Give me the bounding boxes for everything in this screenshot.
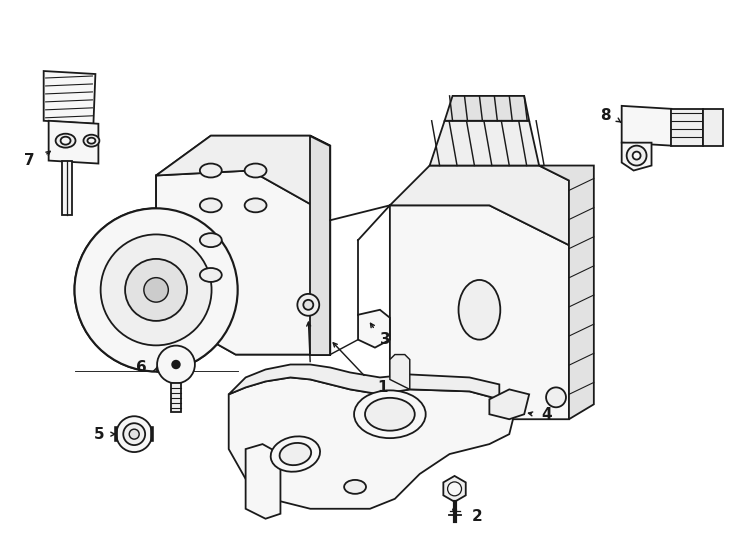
Circle shape [123, 423, 145, 445]
Polygon shape [390, 355, 410, 389]
Circle shape [303, 300, 313, 310]
Polygon shape [672, 109, 703, 146]
Polygon shape [390, 205, 569, 419]
Circle shape [448, 482, 462, 496]
Ellipse shape [271, 436, 320, 472]
Polygon shape [310, 136, 330, 355]
Circle shape [297, 294, 319, 316]
Text: 5: 5 [94, 427, 105, 442]
Ellipse shape [280, 443, 311, 465]
Polygon shape [229, 364, 499, 400]
Polygon shape [703, 109, 723, 146]
Polygon shape [246, 444, 280, 519]
Ellipse shape [244, 164, 266, 178]
Ellipse shape [84, 134, 99, 147]
Text: 2: 2 [472, 509, 483, 524]
Text: 7: 7 [24, 153, 35, 168]
Circle shape [157, 346, 195, 383]
Polygon shape [156, 136, 330, 215]
Text: 4: 4 [542, 407, 553, 422]
Polygon shape [156, 171, 330, 355]
Polygon shape [171, 383, 181, 412]
Ellipse shape [459, 280, 501, 340]
Ellipse shape [200, 233, 222, 247]
Ellipse shape [87, 138, 95, 144]
Text: 8: 8 [600, 109, 611, 123]
Circle shape [144, 278, 168, 302]
Ellipse shape [365, 398, 415, 431]
Polygon shape [445, 96, 529, 121]
Circle shape [75, 208, 238, 372]
Circle shape [627, 146, 647, 166]
Polygon shape [229, 377, 515, 509]
Circle shape [633, 152, 641, 160]
Polygon shape [310, 136, 330, 355]
Circle shape [172, 361, 180, 368]
Circle shape [125, 259, 187, 321]
Ellipse shape [56, 134, 76, 147]
Ellipse shape [200, 164, 222, 178]
Ellipse shape [61, 137, 70, 145]
Polygon shape [156, 171, 330, 355]
Polygon shape [48, 121, 98, 164]
Text: 6: 6 [136, 360, 147, 375]
Polygon shape [443, 476, 466, 502]
Polygon shape [156, 136, 330, 215]
Circle shape [75, 208, 238, 372]
Circle shape [116, 416, 152, 452]
Polygon shape [390, 166, 569, 245]
Circle shape [546, 387, 566, 407]
Circle shape [129, 429, 139, 439]
Polygon shape [622, 143, 652, 171]
Text: 1: 1 [378, 380, 388, 395]
Ellipse shape [244, 198, 266, 212]
Polygon shape [539, 166, 594, 419]
Polygon shape [429, 121, 539, 166]
Circle shape [101, 234, 211, 346]
Text: 3: 3 [379, 332, 390, 347]
Ellipse shape [200, 198, 222, 212]
Ellipse shape [200, 268, 222, 282]
Polygon shape [490, 389, 529, 419]
Ellipse shape [354, 390, 426, 438]
Polygon shape [62, 160, 71, 215]
Polygon shape [622, 106, 672, 146]
Polygon shape [358, 310, 390, 348]
Ellipse shape [344, 480, 366, 494]
Polygon shape [43, 71, 95, 124]
